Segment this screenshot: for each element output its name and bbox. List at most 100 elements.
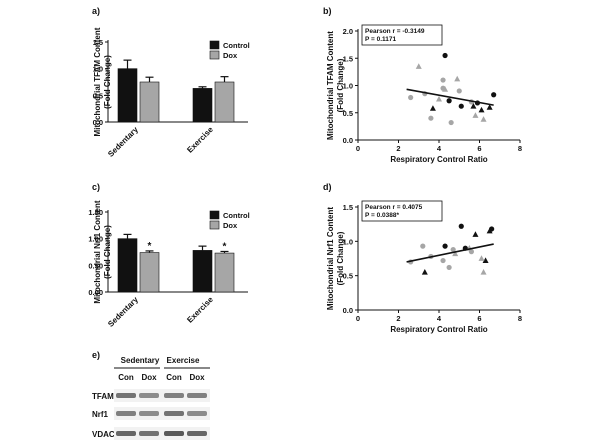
blot-band xyxy=(187,393,207,398)
y-tick-label: 1.00 xyxy=(88,235,103,244)
blot-group-label: Sedentary xyxy=(121,356,160,365)
blot-band xyxy=(116,411,136,416)
y-axis-label: Mitochondrial TFAM Content xyxy=(93,27,102,136)
y-tick-label: 1.0 xyxy=(93,65,103,74)
panel-label: e) xyxy=(92,350,100,360)
data-point xyxy=(446,98,452,104)
x-tick-label: 0 xyxy=(356,314,360,323)
y-tick-label: 1.5 xyxy=(343,203,353,212)
blot-band xyxy=(164,431,184,436)
data-point xyxy=(452,250,459,257)
x-tick-label: 6 xyxy=(477,144,481,153)
y-tick-label: 2.0 xyxy=(343,27,353,36)
legend-swatch xyxy=(209,40,220,50)
blot-strip xyxy=(114,389,210,402)
panel-label: d) xyxy=(323,182,332,192)
data-point xyxy=(486,104,493,110)
legend-swatch xyxy=(209,210,220,220)
regression-line xyxy=(406,243,494,263)
data-point xyxy=(458,103,464,109)
blot-band xyxy=(164,411,184,416)
annotation-box xyxy=(361,24,443,46)
annotation-p-value: P = 0.0388* xyxy=(365,212,400,219)
x-tick-label: 4 xyxy=(437,314,442,323)
data-point xyxy=(454,75,461,82)
blot-lane-label: Con xyxy=(166,373,182,382)
blot-strip xyxy=(114,407,210,420)
blot-band xyxy=(187,411,207,416)
y-tick-label: 1.50 xyxy=(88,208,103,217)
data-point xyxy=(442,243,448,249)
data-point xyxy=(448,119,454,126)
legend-swatch xyxy=(209,220,220,230)
bar xyxy=(192,250,213,293)
y-tick-label: 0.0 xyxy=(343,306,353,315)
data-point xyxy=(482,257,489,263)
blot-band xyxy=(116,431,136,436)
x-tick-label: 0 xyxy=(356,144,360,153)
blot-group-label: Exercise xyxy=(167,356,200,365)
bar xyxy=(117,238,138,293)
blot-band xyxy=(139,431,159,436)
x-tick-label: 6 xyxy=(477,314,481,323)
blot-lane-label: Dox xyxy=(141,373,157,382)
data-point xyxy=(486,227,493,234)
annotation-pearson-r: Pearson r = -0.3149 xyxy=(365,28,425,35)
blot-row-label: VDAC xyxy=(92,430,115,439)
y-tick-label: 1.5 xyxy=(93,38,103,47)
blot-lane-label: Con xyxy=(118,373,134,382)
y-tick-label: 0.00 xyxy=(88,288,103,297)
bar xyxy=(214,81,235,123)
data-point xyxy=(408,94,414,101)
x-axis-label: Respiratory Control Ratio xyxy=(390,155,487,164)
blot-row-label: Nrf1 xyxy=(92,410,109,419)
y-axis-label: (Fold Change) xyxy=(336,58,345,112)
panel-label: c) xyxy=(92,182,100,192)
x-tick-label: 4 xyxy=(437,144,442,153)
x-tick-label: 2 xyxy=(396,144,400,153)
x-axis-label: Respiratory Control Ratio xyxy=(390,325,487,334)
blot-band xyxy=(139,411,159,416)
legend-swatch xyxy=(209,50,220,60)
data-point xyxy=(440,77,446,83)
data-point xyxy=(429,105,436,111)
regression-line xyxy=(406,88,494,106)
bar xyxy=(117,68,138,123)
bar xyxy=(214,252,235,293)
data-point xyxy=(450,246,456,253)
x-tick-label: 2 xyxy=(396,314,400,323)
blot-row-label: TFAM xyxy=(92,392,114,401)
y-tick-label: 0.5 xyxy=(93,91,103,100)
data-point xyxy=(421,269,428,275)
blot-lane-label: Dox xyxy=(189,373,205,382)
y-tick-label: 0.0 xyxy=(93,118,103,127)
legend-label: Control xyxy=(223,211,250,220)
x-tick-label: Exercise xyxy=(185,125,215,155)
data-point xyxy=(470,103,477,109)
data-point xyxy=(442,52,448,59)
y-axis-label: (Fold Change) xyxy=(336,231,345,285)
blot-strip xyxy=(114,427,210,440)
annotation-p-value: P = 0.1171 xyxy=(365,36,397,43)
x-tick-label: 8 xyxy=(518,144,522,153)
bar xyxy=(139,252,160,293)
blot-band xyxy=(139,393,159,398)
x-tick-label: Sedentary xyxy=(106,125,140,159)
legend-label: Control xyxy=(223,41,250,50)
blot-band xyxy=(116,393,136,398)
legend-label: Dox xyxy=(223,221,238,230)
y-tick-label: 0.50 xyxy=(88,261,103,270)
y-tick-label: 0.0 xyxy=(343,136,353,145)
data-point xyxy=(446,264,452,271)
bar xyxy=(139,81,160,123)
data-point xyxy=(428,115,434,121)
x-tick-label: Exercise xyxy=(185,295,215,325)
legend-label: Dox xyxy=(223,51,238,60)
x-tick-label: Sedentary xyxy=(106,295,140,329)
data-point xyxy=(480,116,487,122)
data-point xyxy=(456,88,462,94)
x-tick-label: 8 xyxy=(518,314,522,323)
y-axis-label: Mitochondrial TFAM Content xyxy=(326,31,335,140)
y-tick-label: 1.5 xyxy=(343,54,353,63)
y-tick-label: 1.0 xyxy=(343,82,353,91)
